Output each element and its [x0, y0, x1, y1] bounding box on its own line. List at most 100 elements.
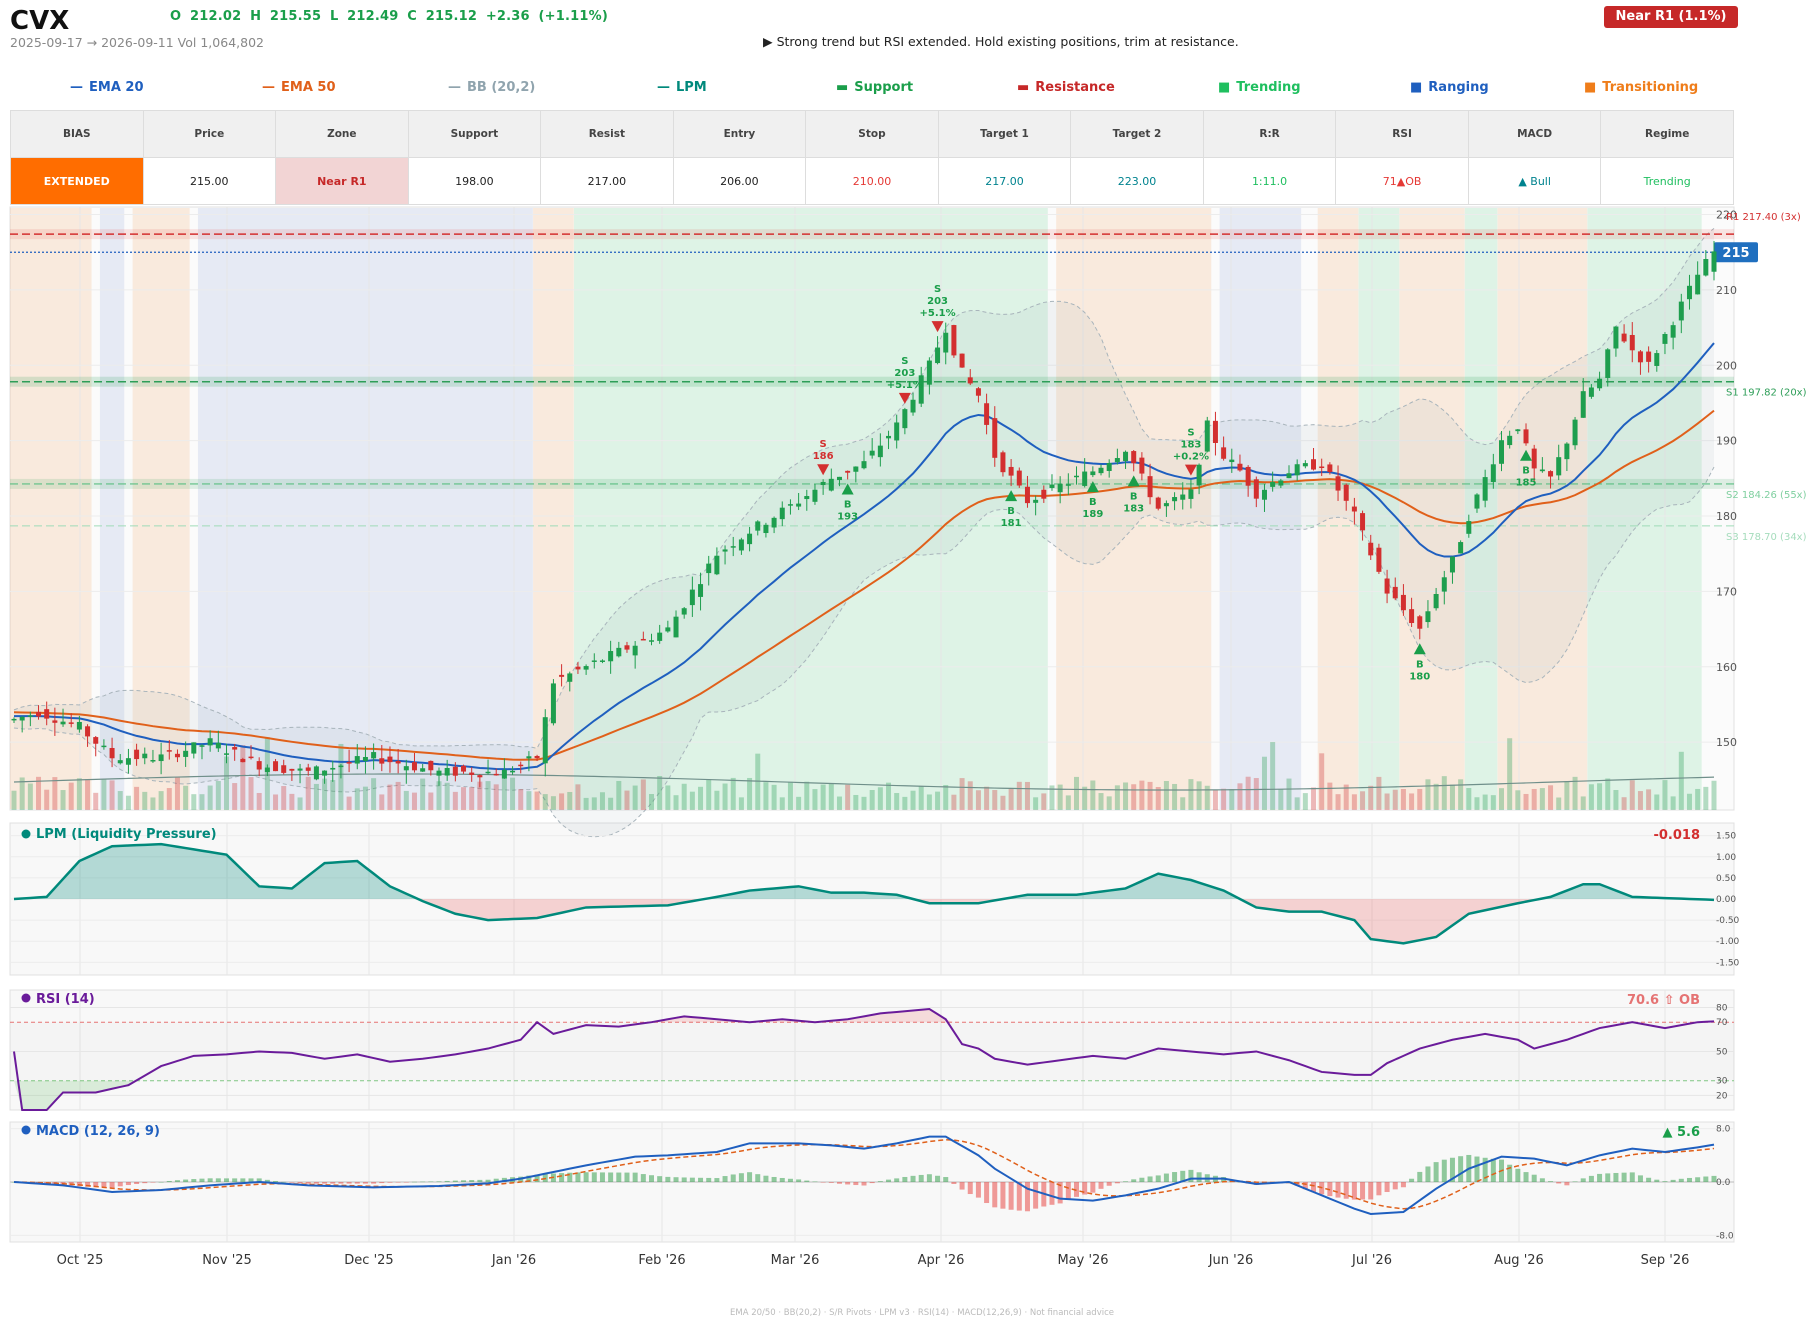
candle-body	[1637, 351, 1643, 363]
candle-body	[1417, 616, 1423, 629]
candle-body	[1572, 419, 1578, 446]
legend-item-ema-50[interactable]: — EMA 50	[262, 80, 336, 95]
volume-bar	[730, 777, 736, 810]
candle-body	[1204, 420, 1210, 452]
macd-histogram-bar	[1588, 1175, 1594, 1182]
candle-body	[1368, 542, 1374, 556]
table-header-r-r: R:R	[1202, 110, 1337, 158]
x-tick-label: Jul '26	[1351, 1253, 1392, 1268]
y-tick-label: 160	[1716, 661, 1737, 674]
volume-bar	[779, 797, 785, 810]
volume-bar	[1458, 779, 1464, 810]
legend-item-lpm[interactable]: — LPM	[657, 80, 707, 95]
candle-body	[158, 754, 164, 762]
macd-histogram-bar	[199, 1178, 205, 1182]
volume-bar	[1646, 789, 1652, 810]
regime-band-transitioning	[1317, 208, 1359, 809]
volume-bar	[1670, 796, 1676, 810]
volume-bar	[150, 797, 156, 810]
macd-histogram-bar	[501, 1177, 507, 1182]
macd-histogram-bar	[305, 1182, 311, 1184]
candle-body	[542, 717, 548, 764]
volume-bar	[918, 786, 924, 810]
volume-bar	[1515, 790, 1521, 810]
macd-histogram-bar	[289, 1182, 295, 1183]
macd-histogram-bar	[599, 1172, 605, 1182]
sell-signal-label: S	[934, 284, 941, 295]
candle-body	[1245, 466, 1251, 486]
volume-bar	[60, 790, 66, 810]
candle-body	[689, 589, 695, 606]
legend-item-ranging[interactable]: ■ Ranging	[1410, 80, 1489, 95]
volume-bar	[542, 794, 548, 810]
candle-body	[215, 742, 221, 749]
table-header-support: Support	[407, 110, 542, 158]
regime-band-trending	[1358, 208, 1400, 809]
macd-histogram-bar	[559, 1173, 565, 1182]
volume-bar	[1507, 738, 1513, 810]
sell-signal-label: 203	[894, 368, 915, 379]
candle-body	[1106, 463, 1112, 471]
table-cell-target-1: 217.00	[937, 157, 1072, 205]
candle-body	[1343, 484, 1349, 501]
volume-bar	[289, 793, 295, 810]
legend-label: Support	[854, 80, 914, 95]
legend-item-trending[interactable]: ■ Trending	[1218, 80, 1301, 95]
macd-histogram-bar	[191, 1179, 197, 1182]
legend-item-ema-20[interactable]: — EMA 20	[70, 80, 144, 95]
rsi-tick-label: 70	[1716, 1018, 1728, 1028]
macd-histogram-bar	[1523, 1172, 1529, 1182]
candle-body	[150, 760, 156, 762]
chart-legend: — EMA 20 — EMA 50 — BB (20,2) — LPM ▬ Support ▬ Res…	[0, 80, 1760, 100]
volume-bar	[85, 778, 91, 810]
candle-body	[117, 760, 123, 764]
candle-body	[591, 660, 597, 662]
macd-histogram-bar	[1670, 1179, 1676, 1182]
candle-body	[1458, 542, 1464, 554]
candle-body	[387, 756, 393, 763]
macd-histogram-bar	[886, 1179, 892, 1182]
volume-bar	[1033, 797, 1039, 810]
volume-bar	[812, 789, 818, 810]
lpm-line	[13, 842, 1715, 945]
candle-body	[1629, 334, 1635, 351]
candle-body	[19, 716, 25, 721]
legend-item-resistance[interactable]: ▬ Resistance	[1017, 80, 1115, 95]
volume-bar	[959, 778, 965, 810]
macd-histogram-bar	[804, 1180, 810, 1182]
legend-item-transitioning[interactable]: ■ Transitioning	[1584, 80, 1698, 95]
candle-body	[411, 762, 417, 771]
ohlc-readout: O 212.02 H 215.55 L 212.49 C 215.12 +2.3…	[170, 9, 608, 24]
y-tick-label: 220	[1716, 209, 1737, 222]
macd-histogram-bar	[583, 1172, 589, 1182]
volume-bar	[420, 778, 426, 810]
volume-bar	[362, 786, 368, 810]
legend-swatch-icon: —	[262, 80, 275, 95]
candle-body	[959, 353, 965, 368]
volume-bar	[992, 790, 998, 810]
macd-histogram-bar	[338, 1182, 344, 1184]
table-header-target-1: Target 1	[937, 110, 1072, 158]
table-header-zone: Zone	[275, 110, 409, 158]
legend-item-support[interactable]: ▬ Support	[836, 80, 913, 95]
candle-body	[27, 715, 33, 717]
legend-item-bb-20-2[interactable]: — BB (20,2)	[448, 80, 535, 95]
candle-body	[738, 539, 744, 551]
macd-histogram-bar	[1180, 1170, 1186, 1182]
candle-body	[583, 666, 589, 670]
candle-body	[224, 753, 229, 755]
candle-body	[1499, 440, 1504, 464]
volume-bar	[305, 776, 311, 810]
candle-body	[649, 640, 654, 642]
macd-histogram-bar	[1409, 1178, 1415, 1182]
footer-note: EMA 20/50 · BB(20,2) · S/R Pivots · LPM …	[729, 1308, 1114, 1318]
table-cell-macd: ▲ Bull	[1467, 157, 1602, 205]
candle-body	[1662, 334, 1668, 344]
macd-histogram-bar	[1155, 1175, 1161, 1182]
macd-histogram-bar	[313, 1182, 319, 1184]
macd-histogram-bar	[836, 1182, 842, 1184]
volume-bar	[1065, 795, 1071, 810]
macd-histogram-bar	[1629, 1172, 1635, 1182]
macd-histogram-bar	[1360, 1182, 1366, 1200]
support-label: S2 184.26 (55x)	[1726, 490, 1807, 501]
